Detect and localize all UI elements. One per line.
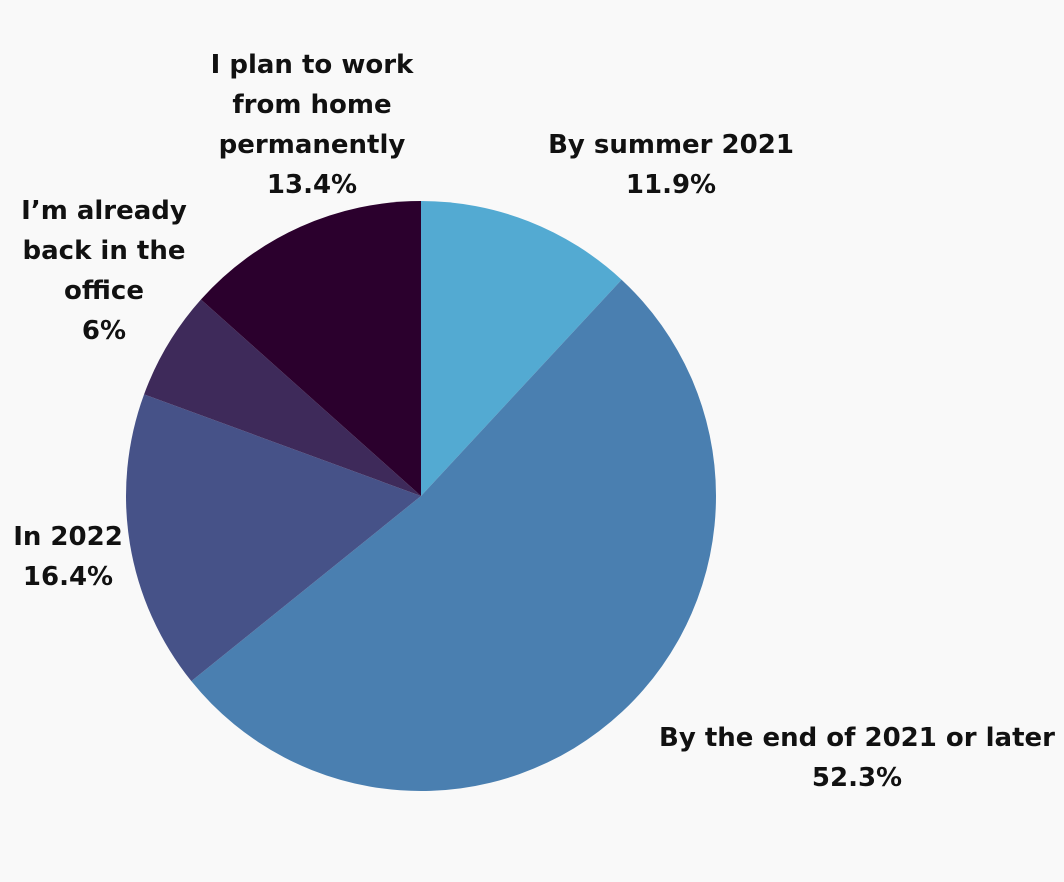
pie-slice [125, 394, 421, 682]
value-label: 16.4% [22, 562, 114, 592]
value-label: 52.3% [811, 763, 903, 793]
category-label: I plan to work from home permanently [210, 50, 414, 160]
value-label: 11.9% [625, 170, 717, 200]
slice-label: By the end of 2021 or later 52.3% [647, 718, 1064, 798]
slice-label: I’m already back in the office 6% [4, 191, 204, 351]
slice-label: I plan to work from home permanently 13.4… [192, 45, 432, 205]
value-label: 13.4% [266, 170, 358, 200]
category-label: In 2022 [13, 522, 123, 552]
pie-slice [191, 279, 717, 792]
pie-slice [421, 201, 622, 496]
slice-label: In 2022 16.4% [0, 517, 138, 597]
slice-label: By summer 2021 11.9% [521, 125, 821, 205]
category-label: By summer 2021 [548, 130, 794, 160]
value-label: 6% [81, 316, 127, 346]
category-label: I’m already back in the office [21, 196, 187, 306]
pie-slice [144, 299, 421, 496]
pie-slice [200, 201, 421, 496]
category-label: By the end of 2021 or later [659, 723, 1055, 753]
